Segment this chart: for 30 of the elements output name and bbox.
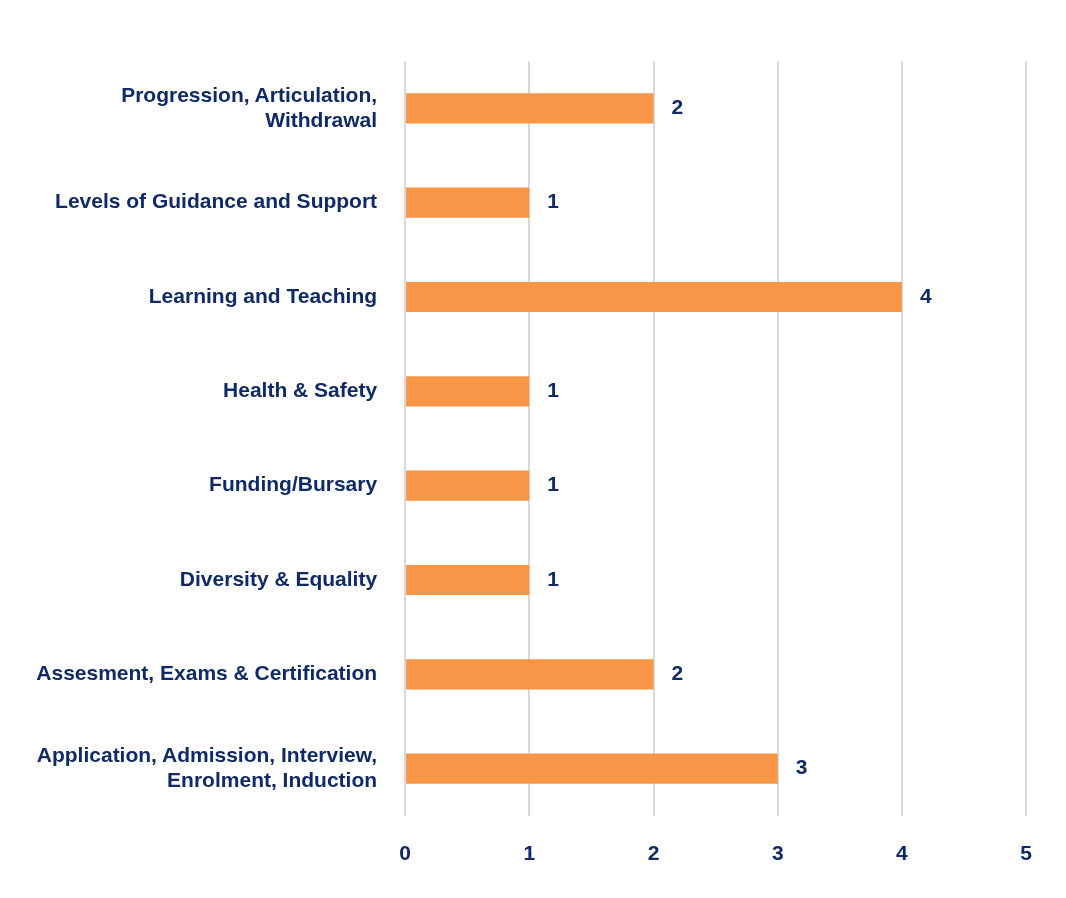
y-tick-label: Learning and Teaching: [148, 283, 378, 307]
data-label: 3: [795, 755, 808, 779]
data-label: 1: [547, 472, 560, 496]
x-tick-label: 0: [399, 841, 411, 865]
y-tick-label: Application, Admission, Interview, Enrolment, Induction: [36, 742, 378, 792]
y-tick-label: Assesment, Exams & Certification: [36, 661, 378, 685]
bar: [406, 564, 530, 596]
bar: [406, 753, 778, 784]
data-label: 2: [671, 661, 684, 685]
y-tick-label: Progression, Articulation, Withdrawal: [121, 82, 378, 131]
bar: [406, 659, 654, 690]
data-label: 1: [547, 566, 560, 590]
y-tick-label: Funding/Bursary: [209, 472, 378, 496]
data-label: 1: [547, 378, 560, 402]
y-tick-label: Diversity & Equality: [179, 566, 378, 590]
x-tick-label: 1: [523, 841, 536, 865]
x-tick-label: 3: [771, 841, 784, 865]
bar: [406, 93, 654, 124]
bar: [406, 470, 530, 501]
bar: [406, 187, 530, 218]
data-label: 2: [671, 95, 684, 119]
bar: [406, 376, 530, 407]
x-tick-label: 4: [896, 841, 909, 865]
y-tick-label: Levels of Guidance and Support: [55, 189, 378, 213]
x-tick-label: 5: [1020, 841, 1033, 865]
data-label: 4: [919, 283, 932, 307]
data-label: 1: [547, 189, 560, 213]
x-tick-label: 2: [647, 841, 660, 865]
bar: [406, 281, 902, 313]
y-tick-label: Health & Safety: [223, 378, 378, 402]
